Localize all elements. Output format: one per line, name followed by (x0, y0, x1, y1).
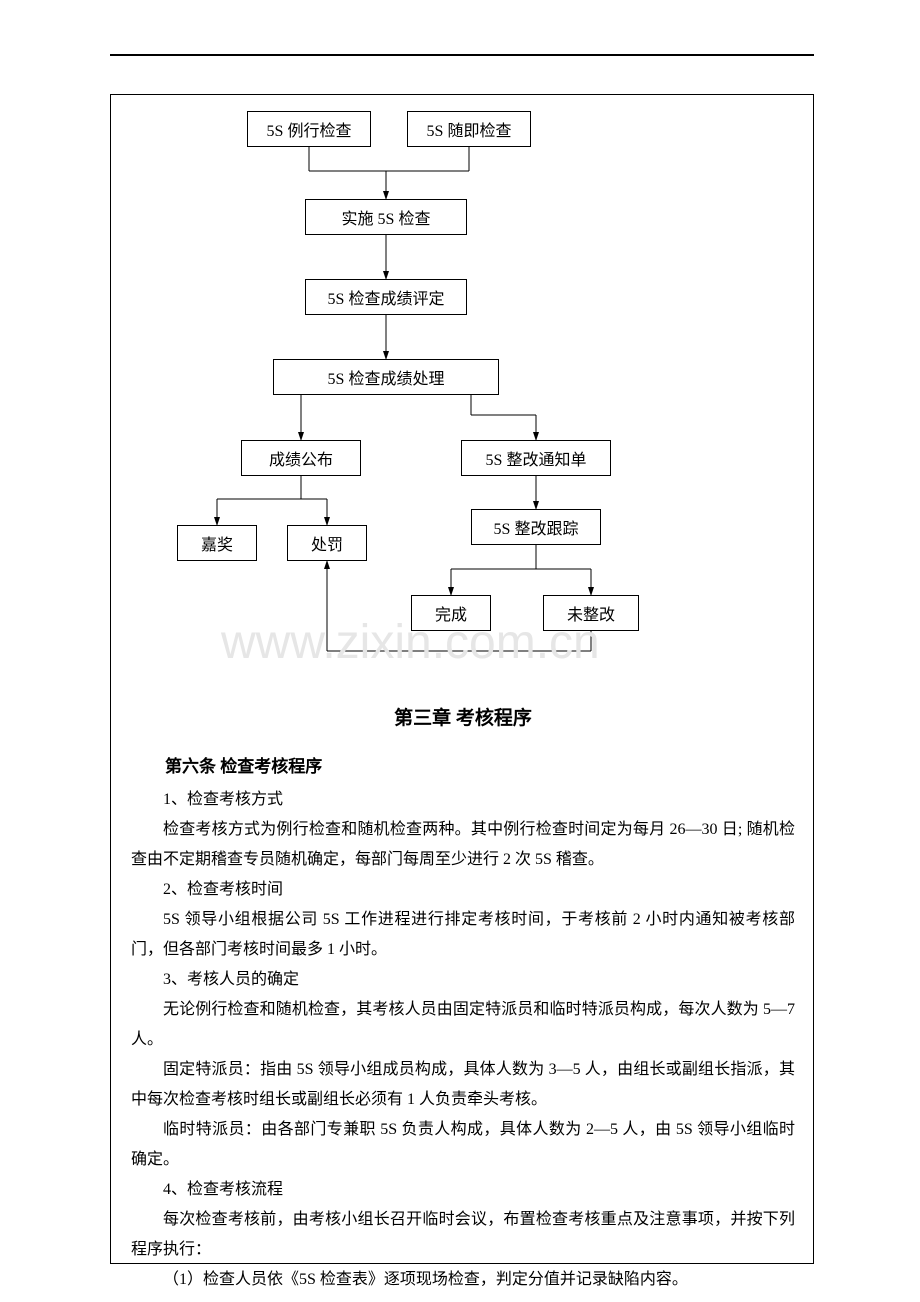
node-penalty: 处罚 (287, 525, 367, 561)
node-label: 实施 5S 检查 (342, 205, 431, 229)
node-label: 完成 (435, 601, 467, 625)
header-rule (110, 54, 814, 56)
para-6: 无论例行检查和随机检查，其考核人员由固定特派员和临时特派员构成，每次人数为 5—… (131, 995, 795, 1055)
para-8: 临时特派员：由各部门专兼职 5S 负责人构成，具体人数为 2—5 人，由 5S … (131, 1115, 795, 1175)
para-11: （1）检查人员依《5S 检查表》逐项现场检查，判定分值并记录缺陷内容。 (131, 1265, 795, 1295)
text-body: 第三章 考核程序 第六条 检查考核程序 1、检查考核方式 检查考核方式为例行检查… (111, 703, 815, 1295)
para-3: 2、检查考核时间 (131, 875, 795, 905)
node-implement-check: 实施 5S 检查 (305, 199, 467, 235)
node-label: 5S 检查成绩处理 (328, 365, 445, 389)
node-rectify-notice: 5S 整改通知单 (461, 440, 611, 476)
para-4: 5S 领导小组根据公司 5S 工作进程进行排定考核时间，于考核前 2 小时内通知… (131, 905, 795, 965)
para-7: 固定特派员：指由 5S 领导小组成员构成，具体人数为 3—5 人，由组长或副组长… (131, 1055, 795, 1115)
flowchart: 5S 例行检查 5S 随即检查 实施 5S 检查 5S 检查成绩评定 5S 检查… (111, 95, 815, 675)
node-label: 5S 检查成绩评定 (328, 285, 445, 309)
node-reward: 嘉奖 (177, 525, 257, 561)
node-score-eval: 5S 检查成绩评定 (305, 279, 467, 315)
node-random-check: 5S 随即检查 (407, 111, 531, 147)
node-routine-check: 5S 例行检查 (247, 111, 371, 147)
para-5: 3、考核人员的确定 (131, 965, 795, 995)
para-10: 每次检查考核前，由考核小组长召开临时会议，布置检查考核重点及注意事项，并按下列程… (131, 1205, 795, 1265)
node-label: 成绩公布 (269, 446, 333, 470)
para-2: 检查考核方式为例行检查和随机检查两种。其中例行检查时间定为每月 26—30 日;… (131, 815, 795, 875)
node-label: 处罚 (311, 531, 343, 555)
chapter-title: 第三章 考核程序 (131, 703, 795, 730)
node-not-rectified: 未整改 (543, 595, 639, 631)
node-label: 5S 整改通知单 (486, 446, 587, 470)
node-label: 5S 随即检查 (427, 117, 512, 141)
content-frame: 5S 例行检查 5S 随即检查 实施 5S 检查 5S 检查成绩评定 5S 检查… (110, 94, 814, 1264)
node-label: 5S 整改跟踪 (494, 515, 579, 539)
node-score-process: 5S 检查成绩处理 (273, 359, 499, 395)
article-title: 第六条 检查考核程序 (131, 752, 795, 777)
node-rectify-track: 5S 整改跟踪 (471, 509, 601, 545)
para-9: 4、检查考核流程 (131, 1175, 795, 1205)
node-score-publish: 成绩公布 (241, 440, 361, 476)
para-1: 1、检查考核方式 (131, 785, 795, 815)
node-label: 未整改 (567, 601, 615, 625)
node-complete: 完成 (411, 595, 491, 631)
node-label: 嘉奖 (201, 531, 233, 555)
node-label: 5S 例行检查 (267, 117, 352, 141)
